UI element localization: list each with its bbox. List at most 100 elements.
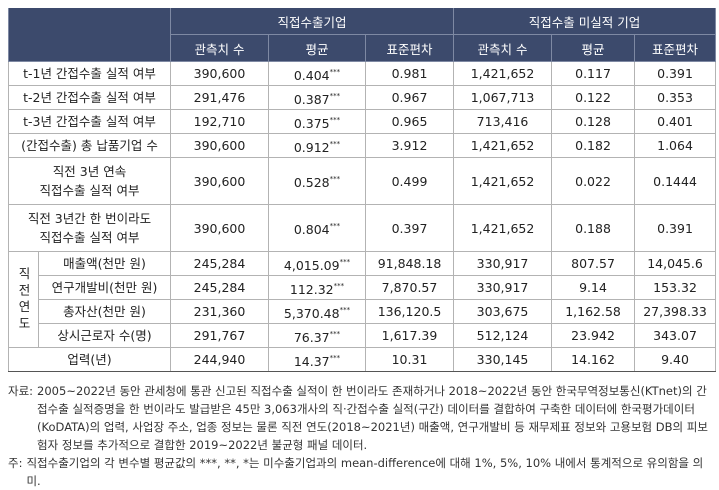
- table-body: t-1년 간접수출 실적 여부 390,600 0.404*** 0.981 1,421…: [8, 61, 717, 372]
- cell-value: 0.387: [293, 91, 330, 107]
- cell: 153.32: [634, 275, 717, 300]
- cell: 9.40: [634, 347, 717, 372]
- row-label: t-3년 간접수출 실적 여부: [8, 109, 171, 134]
- note: 자료: 2005~2022년 동안 관세청에 통관 신고된 직접수출 실적이 한 …: [8, 382, 715, 454]
- cell: 5,370.48***: [268, 299, 366, 324]
- table-wrap: 직접수출기업 직접수출 미실적 기업 관측치 수 평균 표준편차 관측치 수 평균 표준편차…: [8, 8, 717, 372]
- significance-mark: ***: [329, 175, 341, 183]
- table-row: t-1년 간접수출 실적 여부 390,600 0.404*** 0.981 1,421…: [8, 61, 717, 86]
- significance-mark: ***: [329, 139, 341, 148]
- group-header: 직접수출기업: [169, 8, 455, 35]
- row-label: 총자산(천만 원): [38, 299, 171, 324]
- cell: 390,600: [170, 133, 269, 158]
- row-label-line: t-2년 간접수출 실적 여부: [23, 90, 156, 105]
- cell: 713,416: [453, 109, 553, 134]
- cell: 91,848.18: [364, 251, 455, 276]
- row-label-line: 직접수출 실적 여부: [39, 183, 140, 198]
- table-row: 총자산(천만 원) 231,360 5,370.48*** 136,120.5 303,…: [9, 299, 717, 324]
- cell: 1.064: [634, 133, 717, 158]
- cell-value: 112.32: [289, 281, 334, 297]
- cell: 7,870.57: [364, 275, 455, 300]
- row-label-line: (간접수출) 총 납품기업 수: [21, 138, 158, 153]
- row-label: 업력(년): [8, 347, 171, 372]
- note-text: 직접수출기업의 각 변수별 평균값의 ***, **, *는 미수출기업과의 m…: [26, 456, 704, 488]
- row-label-line: 직전 3년 연속: [52, 164, 127, 179]
- significance-mark: ***: [339, 305, 351, 314]
- column-header: 관측치 수: [170, 34, 269, 62]
- row-label: 연구개발비(천만 원): [38, 275, 171, 300]
- cell: 1,421,652: [453, 133, 553, 158]
- significance-mark: ***: [329, 115, 341, 124]
- row-label: 매출액(천만 원): [38, 251, 171, 276]
- row-label: t-2년 간접수출 실적 여부: [8, 85, 171, 110]
- page: 직접수출기업 직접수출 미실적 기업 관측치 수 평균 표준편차 관측치 수 평균 표준편차…: [8, 8, 717, 488]
- cell: 112.32***: [268, 275, 366, 300]
- cell: 291,767: [170, 323, 269, 348]
- cell: 390,600: [170, 204, 269, 252]
- table-row: 상시근로자 수(명) 291,767 76.37*** 1,617.39 512,124…: [9, 323, 717, 348]
- row-label-line: 상시근로자 수(명): [57, 328, 152, 343]
- row-label-line: 매출액(천만 원): [63, 256, 146, 271]
- cell: 14.37***: [268, 347, 366, 372]
- cell: 1,162.58: [551, 299, 636, 324]
- column-header: 표준편차: [634, 34, 717, 62]
- significance-mark: ***: [329, 91, 341, 100]
- cell: 245,284: [170, 275, 269, 300]
- cell-value: 0.375: [293, 115, 330, 131]
- cell: 0.387***: [268, 85, 366, 110]
- cell: 303,675: [453, 299, 553, 324]
- row-label: (간접수출) 총 납품기업 수: [8, 133, 171, 158]
- significance-mark: ***: [329, 222, 341, 230]
- table-head: 직접수출기업 직접수출 미실적 기업 관측치 수 평균 표준편차 관측치 수 평균 표준편차: [8, 8, 717, 62]
- cell: 0.404***: [268, 61, 366, 86]
- cell: 231,360: [170, 299, 269, 324]
- table-row: 업력(년) 244,940 14.37*** 10.31 330,145 14.162 9.…: [8, 347, 717, 372]
- cell: 0.499: [364, 157, 455, 205]
- cell: 0.401: [634, 109, 717, 134]
- cell: 1,421,652: [453, 157, 553, 205]
- cell: 3.912: [364, 133, 455, 158]
- cell: 14.162: [551, 347, 636, 372]
- cell: 245,284: [170, 251, 269, 276]
- cell-value: 0.404: [293, 67, 330, 83]
- cell: 14,045.6: [634, 251, 717, 276]
- row-label-line: 업력(년): [67, 352, 112, 367]
- significance-mark: ***: [329, 67, 341, 76]
- cell: 0.981: [364, 61, 455, 86]
- column-header: 평균: [268, 34, 366, 62]
- table-row: 연구개발비(천만 원) 245,284 112.32*** 7,870.57 330,9…: [9, 275, 717, 300]
- cell: 0.122: [551, 85, 636, 110]
- column-header: 표준편차: [364, 34, 455, 62]
- cell: 0.182: [551, 133, 636, 158]
- row-label-line: t-3년 간접수출 실적 여부: [23, 114, 156, 129]
- column-header: 평균: [551, 34, 636, 62]
- note-tag: 주:: [8, 456, 23, 470]
- cell-value: 5,370.48: [283, 305, 340, 321]
- row-label-line: 직접수출 실적 여부: [39, 230, 140, 245]
- cell: 1,421,652: [453, 61, 553, 86]
- group-label: 직전연도: [8, 251, 39, 348]
- significance-mark: ***: [333, 281, 345, 290]
- cell-value: 0.804: [293, 222, 330, 237]
- cell: 330,917: [453, 251, 553, 276]
- cell: 1,617.39: [364, 323, 455, 348]
- row-label: t-1년 간접수출 실적 여부: [8, 61, 171, 86]
- cell-value: 0.528: [293, 175, 330, 190]
- table-row: t-2년 간접수출 실적 여부 291,476 0.387*** 0.967 1,067…: [8, 85, 717, 110]
- row-label-line: 직전 3년간 한 번이라도: [27, 211, 152, 226]
- cell: 807.57: [551, 251, 636, 276]
- table-row: 직전연도 매출액(천만 원) 245,284 4,015.09*** 91,848.18…: [8, 251, 717, 348]
- cell: 0.967: [364, 85, 455, 110]
- table-row: 직전 3년 연속 직접수출 실적 여부 390,600 0.528*** 0.499 1,…: [8, 157, 717, 205]
- row-label-line: 총자산(천만 원): [63, 304, 146, 319]
- cell: 390,600: [170, 61, 269, 86]
- cell: 0.397: [364, 204, 455, 252]
- notes: 자료: 2005~2022년 동안 관세청에 통관 신고된 직접수출 실적이 한 …: [8, 382, 715, 490]
- cell: 512,124: [453, 323, 553, 348]
- cell: 76.37***: [268, 323, 366, 348]
- cell: 244,940: [170, 347, 269, 372]
- cell: 330,917: [453, 275, 553, 300]
- cell: 136,120.5: [364, 299, 455, 324]
- cell: 291,476: [170, 85, 269, 110]
- cell: 0.375***: [268, 109, 366, 134]
